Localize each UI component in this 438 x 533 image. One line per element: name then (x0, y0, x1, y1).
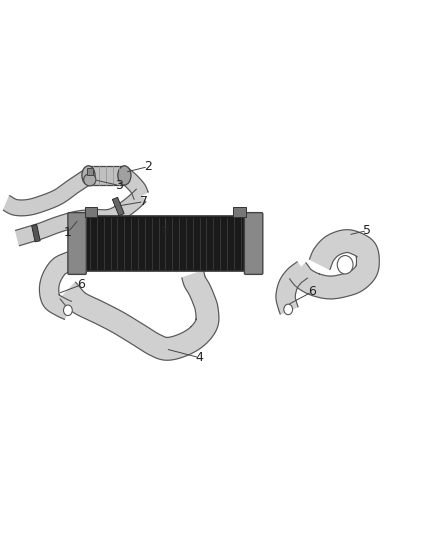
FancyBboxPatch shape (83, 216, 247, 271)
Polygon shape (4, 168, 94, 216)
Text: 4: 4 (195, 351, 203, 364)
Polygon shape (16, 189, 146, 246)
FancyBboxPatch shape (87, 168, 93, 175)
Text: 5: 5 (363, 224, 371, 237)
FancyBboxPatch shape (32, 224, 40, 242)
Ellipse shape (118, 166, 131, 185)
Ellipse shape (337, 255, 353, 274)
Text: 1: 1 (64, 226, 72, 239)
FancyBboxPatch shape (85, 207, 97, 217)
Text: 3: 3 (115, 179, 123, 192)
Text: 8: 8 (162, 224, 170, 237)
Text: 7: 7 (140, 195, 148, 208)
FancyBboxPatch shape (244, 213, 263, 274)
Ellipse shape (284, 304, 293, 314)
Text: 2: 2 (144, 160, 152, 173)
Polygon shape (39, 252, 74, 319)
FancyBboxPatch shape (88, 166, 124, 185)
Text: 6: 6 (308, 285, 316, 298)
Circle shape (84, 174, 96, 186)
Polygon shape (120, 169, 148, 199)
Polygon shape (290, 230, 379, 299)
FancyBboxPatch shape (68, 213, 86, 274)
Text: 6: 6 (77, 278, 85, 292)
Ellipse shape (64, 305, 72, 316)
Polygon shape (276, 262, 307, 314)
FancyBboxPatch shape (112, 197, 124, 216)
FancyBboxPatch shape (233, 207, 246, 217)
Ellipse shape (82, 166, 95, 185)
Polygon shape (60, 271, 219, 360)
